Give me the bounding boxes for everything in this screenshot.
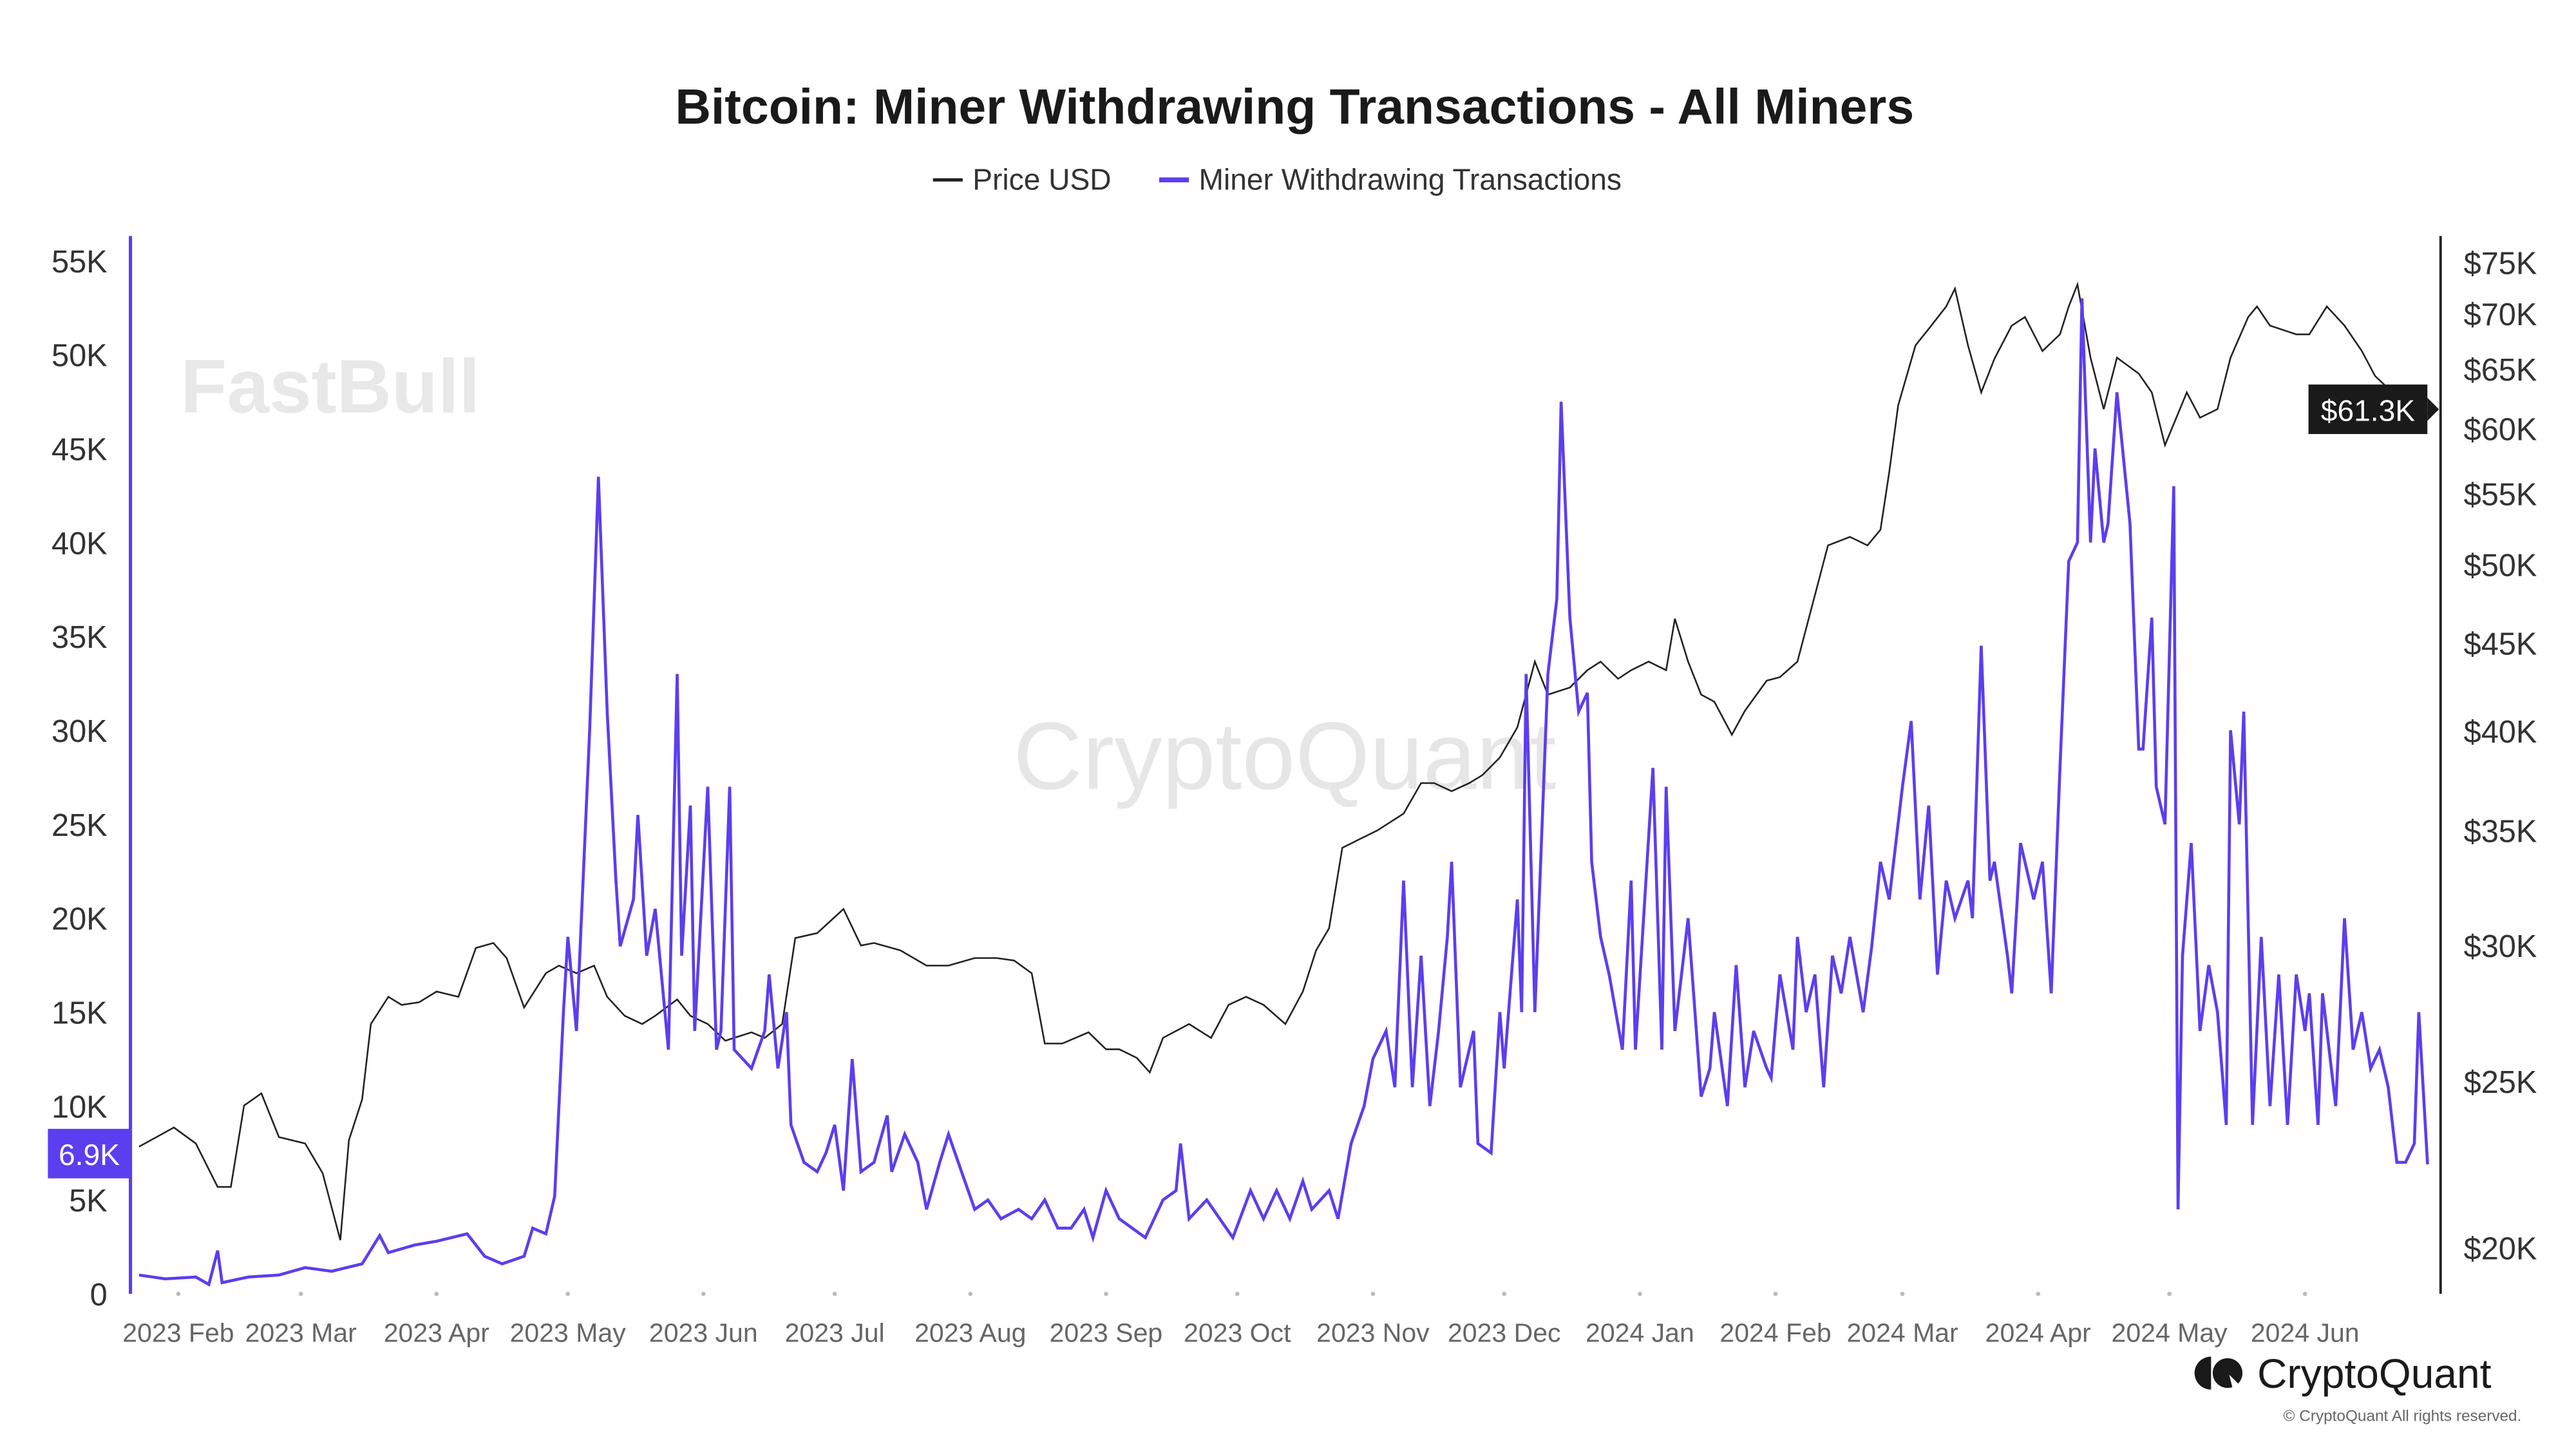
legend-label-price: Price USD [972, 163, 1111, 196]
x-tick-mark [832, 1291, 837, 1296]
x-tick-label: 2023 Mar [245, 1318, 357, 1347]
x-tick-mark [968, 1291, 973, 1296]
x-tick-mark [1638, 1291, 1642, 1296]
right-tick-label: $55K [2464, 477, 2537, 512]
left-axis-ticks: 0 5K 10K 15K 20K 25K 30K 35K 40K 45K 50K 55K [52, 245, 108, 1312]
last-value-badge-miner: 6.9K [48, 1128, 131, 1179]
x-tick-mark [2036, 1291, 2041, 1296]
x-tick-label: 2024 Feb [1719, 1318, 1831, 1347]
left-tick-label: 5K [69, 1184, 108, 1218]
watermark: CryptoQuant [1013, 702, 1556, 810]
right-tick-label: $65K [2464, 353, 2537, 388]
x-tick-label: 2024 May [2112, 1318, 2228, 1347]
legend-item-price[interactable]: Price USD [933, 163, 1112, 196]
x-tick-label: 2023 Oct [1184, 1318, 1291, 1347]
left-tick-label: 0 [90, 1278, 108, 1312]
x-tick-mark [434, 1291, 439, 1296]
left-tick-label: 40K [52, 526, 108, 561]
right-tick-label: $35K [2464, 815, 2537, 849]
x-tick-mark [1502, 1291, 1507, 1296]
x-tick-mark [2302, 1291, 2307, 1296]
right-tick-label: $75K [2464, 246, 2537, 281]
right-tick-label: $70K [2464, 298, 2537, 332]
series-line-price [138, 281, 2429, 1241]
x-tick-mark [1900, 1291, 1905, 1296]
right-tick-label: $40K [2464, 715, 2537, 750]
left-tick-label: 55K [52, 245, 108, 279]
left-tick-label: 45K [52, 433, 108, 468]
x-tick-mark [298, 1291, 303, 1296]
x-tick-label: 2023 Apr [384, 1318, 489, 1347]
left-tick-label: 35K [52, 620, 108, 655]
overlay-watermark: FastBull [180, 344, 480, 429]
cryptoquant-logo-icon [2194, 1356, 2243, 1390]
legend-label-miner: Miner Withdrawing Transactions [1199, 163, 1622, 196]
left-tick-label: 20K [52, 902, 108, 937]
left-tick-label: 25K [52, 808, 108, 843]
x-tick-label: 2023 Jul [785, 1318, 885, 1347]
left-tick-label: 10K [52, 1090, 108, 1124]
last-value-price: $61.3K [2321, 393, 2415, 427]
legend-item-miner[interactable]: Miner Withdrawing Transactions [1159, 163, 1622, 196]
x-tick-mark [565, 1291, 571, 1296]
left-tick-label: 50K [52, 339, 108, 374]
x-tick-label: 2024 Jan [1586, 1318, 1694, 1347]
x-tick-mark [1370, 1291, 1376, 1296]
x-tick-label: 2023 Jun [649, 1318, 758, 1347]
x-tick-label: 2023 Feb [122, 1318, 234, 1347]
right-tick-label: $50K [2464, 549, 2537, 583]
x-tick-label: 2024 Mar [1846, 1318, 1958, 1347]
x-tick-label: 2023 May [510, 1318, 627, 1347]
chart-title: Bitcoin: Miner Withdrawing Transactions … [675, 79, 1914, 135]
right-axis-ticks: $20K $25K $30K $35K $40K $45K $50K $55K $60K $65K… [2464, 246, 2537, 1266]
x-tick-mark [176, 1291, 181, 1296]
x-tick-mark [2167, 1291, 2172, 1296]
x-tick-mark [1104, 1291, 1108, 1296]
series-line-miner [138, 298, 2429, 1287]
right-tick-label: $25K [2464, 1065, 2537, 1100]
x-tick-label: 2023 Aug [914, 1318, 1026, 1347]
last-value-miner: 6.9K [59, 1138, 120, 1171]
x-tick-mark [1773, 1291, 1778, 1296]
left-tick-label: 30K [52, 714, 108, 749]
x-tick-label: 2024 Apr [1985, 1318, 2091, 1347]
right-tick-label: $60K [2464, 413, 2537, 448]
right-tick-label: $30K [2464, 929, 2537, 964]
logo-brand: CryptoQuant [2257, 1350, 2492, 1397]
logo-copyright: © CryptoQuant All rights reserved. [2284, 1407, 2522, 1425]
legend: Price USD Miner Withdrawing Transactions [933, 163, 1622, 196]
right-tick-label: $45K [2464, 627, 2537, 662]
right-tick-label: $20K [2464, 1231, 2537, 1266]
x-tick-mark [701, 1291, 706, 1296]
x-tick-label: 2023 Dec [1448, 1318, 1561, 1347]
left-tick-label: 15K [52, 996, 108, 1031]
x-tick-label: 2024 Jun [2251, 1318, 2360, 1347]
x-axis-ticks: 2023 Feb 2023 Mar 2023 Apr 2023 May 2023 Jun… [122, 1291, 2360, 1347]
x-tick-mark [1235, 1291, 1240, 1296]
x-tick-label: 2023 Sep [1050, 1318, 1163, 1347]
last-value-badge-price: $61.3K [2308, 384, 2439, 434]
cryptoquant-logo: CryptoQuant © CryptoQuant All rights res… [2194, 1350, 2522, 1425]
x-tick-label: 2023 Nov [1316, 1318, 1430, 1347]
